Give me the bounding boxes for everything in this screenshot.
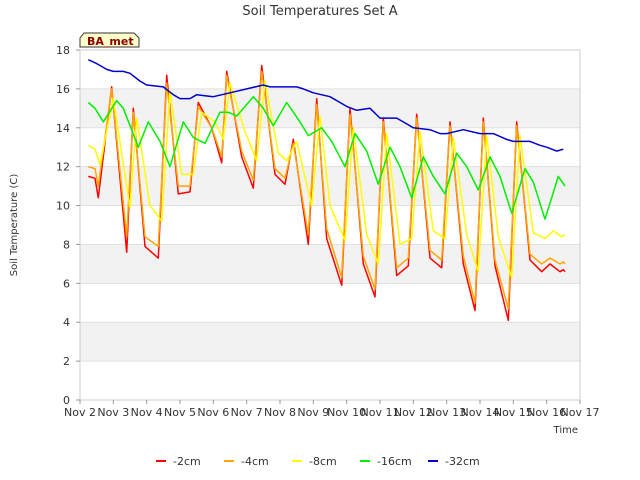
x-axis-ticks: Nov 2 Nov 3 Nov 4 Nov 5 Nov 6 Nov 7 Nov 8 Nov 9… [64,400,599,419]
y-tick-label: 8 [63,238,70,251]
y-tick-label: 16 [56,83,70,96]
y-tick-label: 4 [63,316,70,329]
x-tick-label: Nov 10 [327,406,366,419]
x-tick-label: Nov 14 [461,406,500,419]
x-tick-label: Nov 2 [64,406,96,419]
x-axis-title: Time [553,425,578,436]
badge-label: BA_met [87,35,134,48]
legend-label: -32cm [445,455,480,468]
x-tick-label: Nov 17 [561,406,600,419]
series-line-4 [87,95,566,220]
legend-label: -4cm [241,455,269,468]
y-tick-label: 12 [56,161,70,174]
legend-label: -8cm [309,455,337,468]
y-tick-label: 2 [63,355,70,368]
series-layer [87,59,566,322]
x-tick-label: Nov 3 [97,406,129,419]
x-tick-label: Nov 12 [394,406,433,419]
legend-label: -16cm [377,455,412,468]
x-tick-label: Nov 5 [164,406,196,419]
chart-title: Soil Temperatures Set A [242,4,397,19]
y-tick-label: 18 [56,44,70,57]
y-axis-ticks: 0 2 4 6 8 10 12 14 16 18 [56,44,80,407]
legend: -2cm -4cm -8cm -16cm -32cm [156,455,480,468]
x-tick-label: Nov 6 [197,406,229,419]
legend-label: -2cm [173,455,201,468]
x-tick-label: Nov 9 [297,406,329,419]
x-tick-label: Nov 7 [231,406,263,419]
plot-border [79,49,581,401]
y-axis-title: Soil Temperature (C) [9,174,20,277]
x-tick-label: Nov 8 [264,406,296,419]
y-tick-label: 0 [63,394,70,407]
x-tick-label: Nov 13 [427,406,466,419]
x-tick-label: Nov 11 [361,406,400,419]
station-badge: BA_met [79,32,140,48]
x-tick-label: Nov 15 [494,406,533,419]
x-tick-label: Nov 4 [131,406,163,419]
y-tick-label: 14 [56,122,70,135]
series-line-2 [88,70,566,310]
y-tick-label: 10 [56,200,70,213]
series-line-5 [87,59,564,152]
badge-shape [79,32,140,48]
y-tick-label: 6 [63,277,70,290]
x-tick-label: Nov 16 [527,406,566,419]
grid-band [80,322,580,362]
grid-band [80,88,580,128]
